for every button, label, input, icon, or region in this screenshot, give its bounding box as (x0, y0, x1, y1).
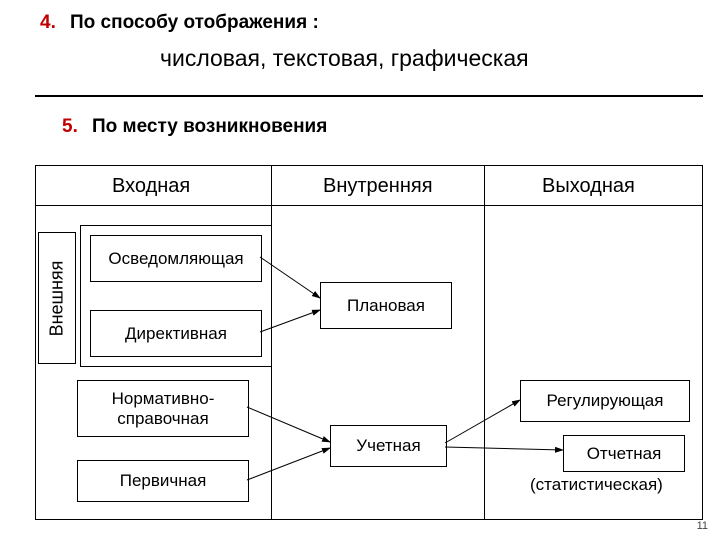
vertical-label-external: Внешняя (38, 232, 76, 364)
node-otchetnaya: Отчетная (563, 435, 685, 472)
section4-body: числовая, текстовая, графическая (160, 45, 529, 72)
node-uchetnaya: Учетная (330, 425, 447, 467)
node-pervichnaya: Первичная (77, 460, 249, 502)
node-planovaya: Плановая (320, 282, 452, 329)
node-osvedomlyayushchaya: Осведомляющая (90, 235, 262, 282)
section4-title: По способу отображения : (70, 12, 319, 34)
section4-number: 4. (40, 12, 56, 34)
header-row-line (35, 205, 703, 206)
col-divider-2 (484, 165, 485, 520)
node-normativno-spravochnaya: Нормативно- справочная (77, 380, 249, 437)
page-number: 11 (697, 520, 708, 532)
section5-title: По месту возникновения (92, 116, 327, 138)
section5-number: 5. (62, 116, 78, 138)
col-header-input: Входная (112, 175, 190, 198)
node-statisticheskaya: (статистическая) (530, 475, 663, 495)
divider-top (35, 95, 703, 97)
col-header-output: Выходная (542, 175, 635, 198)
col-header-internal: Внутренняя (323, 175, 433, 198)
diagram-stage: 4. По способу отображения : числовая, те… (0, 0, 720, 540)
node-reguliruyushchaya: Регулирующая (520, 380, 690, 422)
node-direktivnaya: Директивная (90, 310, 262, 357)
